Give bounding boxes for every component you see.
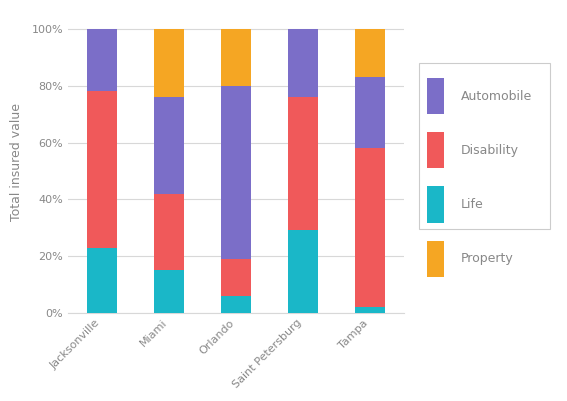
Text: Life: Life (460, 198, 483, 211)
Bar (288, 97, 318, 231)
Bar (288, 29, 318, 97)
Bar (87, 247, 117, 313)
Bar (154, 194, 184, 270)
Bar (427, 78, 444, 114)
Bar (221, 29, 251, 86)
Bar (87, 91, 117, 247)
Bar (355, 29, 386, 77)
Text: Disability: Disability (460, 144, 518, 157)
Bar (154, 29, 184, 97)
FancyBboxPatch shape (418, 63, 550, 229)
Bar (221, 296, 251, 313)
Bar (427, 132, 444, 168)
Bar (427, 241, 444, 277)
Bar (355, 148, 386, 307)
Bar (355, 77, 386, 148)
Bar (288, 231, 318, 313)
Bar (355, 307, 386, 313)
Text: Property: Property (460, 252, 513, 265)
Y-axis label: Total insured value: Total insured value (10, 103, 23, 221)
Text: Automobile: Automobile (460, 90, 532, 103)
Bar (427, 186, 444, 223)
Bar (154, 270, 184, 313)
Bar (221, 86, 251, 259)
Bar (154, 97, 184, 194)
Bar (221, 259, 251, 296)
Bar (87, 29, 117, 91)
